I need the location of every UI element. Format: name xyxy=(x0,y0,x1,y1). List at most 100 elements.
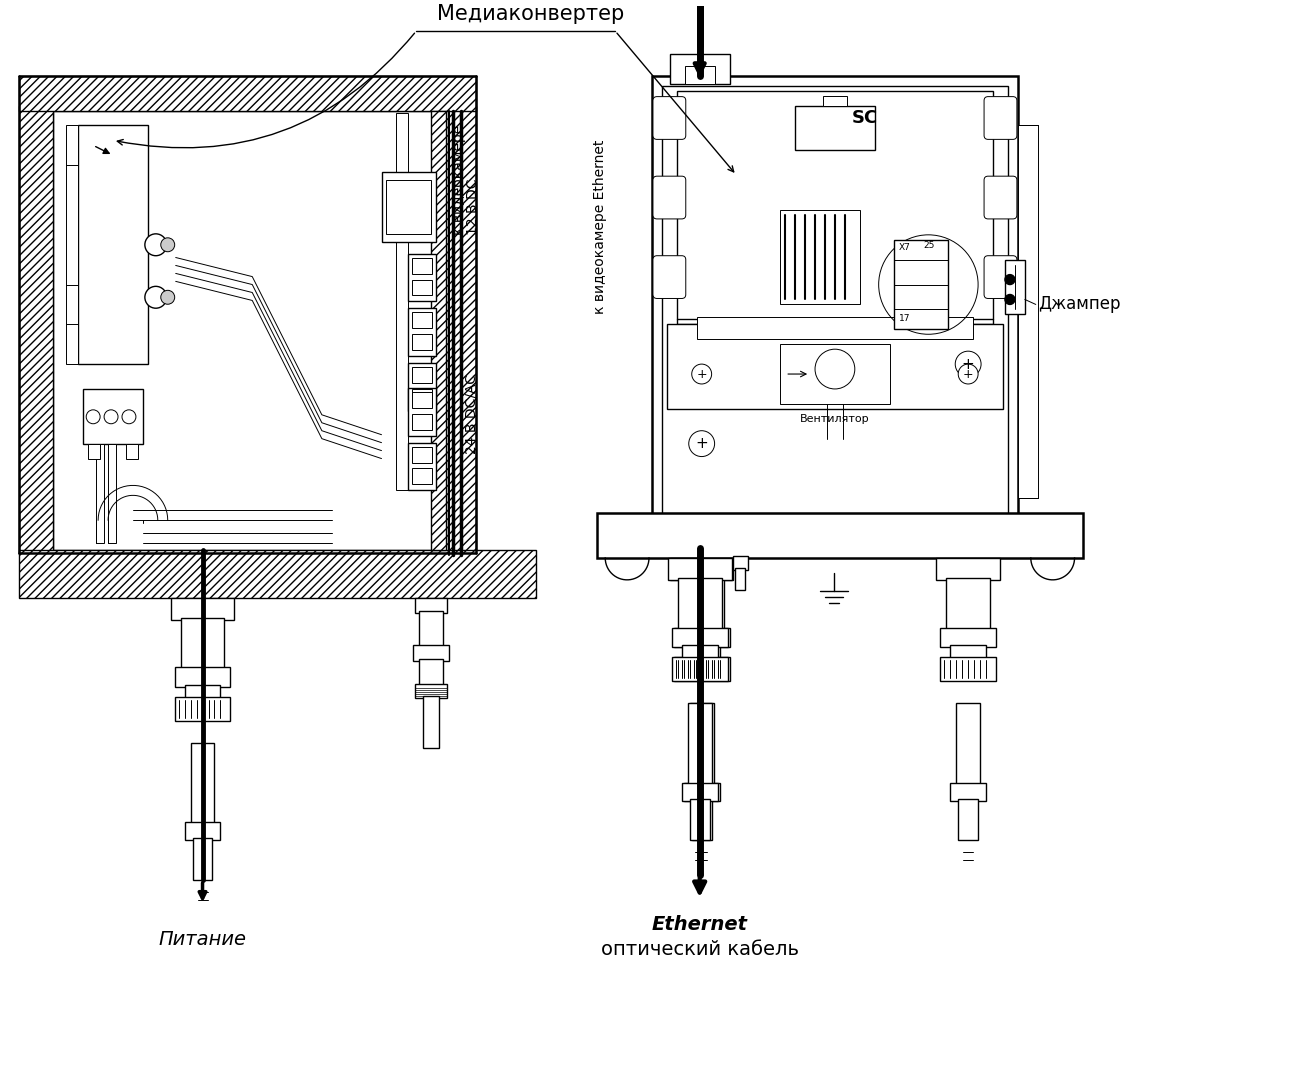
Bar xyxy=(18,550,536,597)
Bar xyxy=(950,646,986,660)
Bar xyxy=(941,627,996,648)
Bar xyxy=(696,318,973,339)
Circle shape xyxy=(959,364,978,384)
Bar xyxy=(18,106,53,553)
Text: Джампер: Джампер xyxy=(1037,296,1120,313)
Text: +: + xyxy=(963,367,973,380)
Bar xyxy=(412,447,433,462)
Bar xyxy=(415,597,447,612)
Bar xyxy=(823,96,846,106)
Bar xyxy=(66,125,79,364)
Circle shape xyxy=(160,238,174,252)
Text: +: + xyxy=(695,436,708,451)
Bar xyxy=(959,798,978,840)
Bar xyxy=(191,743,214,824)
Text: X7: X7 xyxy=(898,243,911,252)
Bar xyxy=(687,703,712,785)
FancyBboxPatch shape xyxy=(652,176,686,219)
Bar xyxy=(412,280,433,296)
Circle shape xyxy=(955,351,981,377)
Bar xyxy=(674,658,730,681)
Text: Вентилятор: Вентилятор xyxy=(800,414,870,423)
Text: 12 B DC: 12 B DC xyxy=(466,178,481,234)
Bar xyxy=(408,254,437,301)
Bar xyxy=(668,558,731,580)
Bar xyxy=(386,180,432,234)
Bar xyxy=(690,703,713,785)
Circle shape xyxy=(1005,274,1016,284)
Bar xyxy=(601,516,1080,555)
Bar xyxy=(680,578,724,630)
Bar xyxy=(937,558,1000,580)
Bar xyxy=(669,54,730,83)
Bar xyxy=(683,646,720,660)
Bar xyxy=(682,783,717,800)
Circle shape xyxy=(87,409,99,423)
Bar xyxy=(672,627,727,648)
Bar xyxy=(946,578,990,630)
Bar xyxy=(735,568,745,590)
Circle shape xyxy=(689,431,714,457)
Bar xyxy=(690,798,709,840)
Circle shape xyxy=(105,409,118,423)
Bar xyxy=(669,558,734,580)
FancyBboxPatch shape xyxy=(985,176,1017,219)
Bar xyxy=(174,698,230,721)
Circle shape xyxy=(145,286,167,308)
Bar xyxy=(127,444,138,459)
Circle shape xyxy=(160,291,174,305)
FancyBboxPatch shape xyxy=(652,256,686,298)
Bar xyxy=(408,363,437,410)
Bar xyxy=(397,112,408,490)
Bar xyxy=(412,392,433,408)
Bar xyxy=(662,85,1008,538)
Bar xyxy=(894,240,948,329)
Text: 24 B DC/AC: 24 B DC/AC xyxy=(464,374,478,454)
Bar xyxy=(79,125,147,364)
Bar xyxy=(950,783,986,800)
Bar xyxy=(780,210,859,305)
Bar xyxy=(408,388,437,435)
Text: к видеокамере: к видеокамере xyxy=(452,124,466,234)
Bar xyxy=(424,697,439,747)
Text: Медиаконвертер: Медиаконвертер xyxy=(437,4,624,24)
Bar xyxy=(795,106,875,150)
Bar xyxy=(408,309,437,356)
Bar xyxy=(682,646,717,660)
Bar xyxy=(1018,125,1037,498)
Bar xyxy=(597,513,1083,558)
Bar xyxy=(412,469,433,485)
Bar xyxy=(381,172,437,242)
Bar xyxy=(185,823,221,840)
Text: Питание: Питание xyxy=(159,930,247,949)
Bar xyxy=(420,610,443,648)
Circle shape xyxy=(691,364,712,384)
Bar xyxy=(446,106,475,553)
Bar xyxy=(691,798,712,840)
Circle shape xyxy=(145,234,167,256)
Text: 17: 17 xyxy=(898,314,910,323)
Bar xyxy=(780,345,890,404)
Bar xyxy=(432,110,446,550)
Bar xyxy=(412,389,433,405)
Bar xyxy=(652,76,1018,548)
Text: +: + xyxy=(696,367,707,380)
Text: 25: 25 xyxy=(924,241,935,249)
Bar xyxy=(412,414,433,430)
Bar xyxy=(1005,259,1025,314)
Bar xyxy=(667,324,1003,409)
Bar xyxy=(174,667,230,687)
Bar xyxy=(171,597,234,620)
Bar xyxy=(415,685,447,698)
Bar xyxy=(83,389,143,444)
Bar xyxy=(683,783,720,800)
Bar xyxy=(420,660,443,686)
Bar xyxy=(412,258,433,273)
Bar xyxy=(678,578,721,630)
Bar xyxy=(18,76,475,110)
Bar xyxy=(181,618,225,670)
Bar xyxy=(674,627,730,648)
Bar xyxy=(408,443,437,490)
FancyBboxPatch shape xyxy=(985,256,1017,298)
Circle shape xyxy=(121,409,136,423)
